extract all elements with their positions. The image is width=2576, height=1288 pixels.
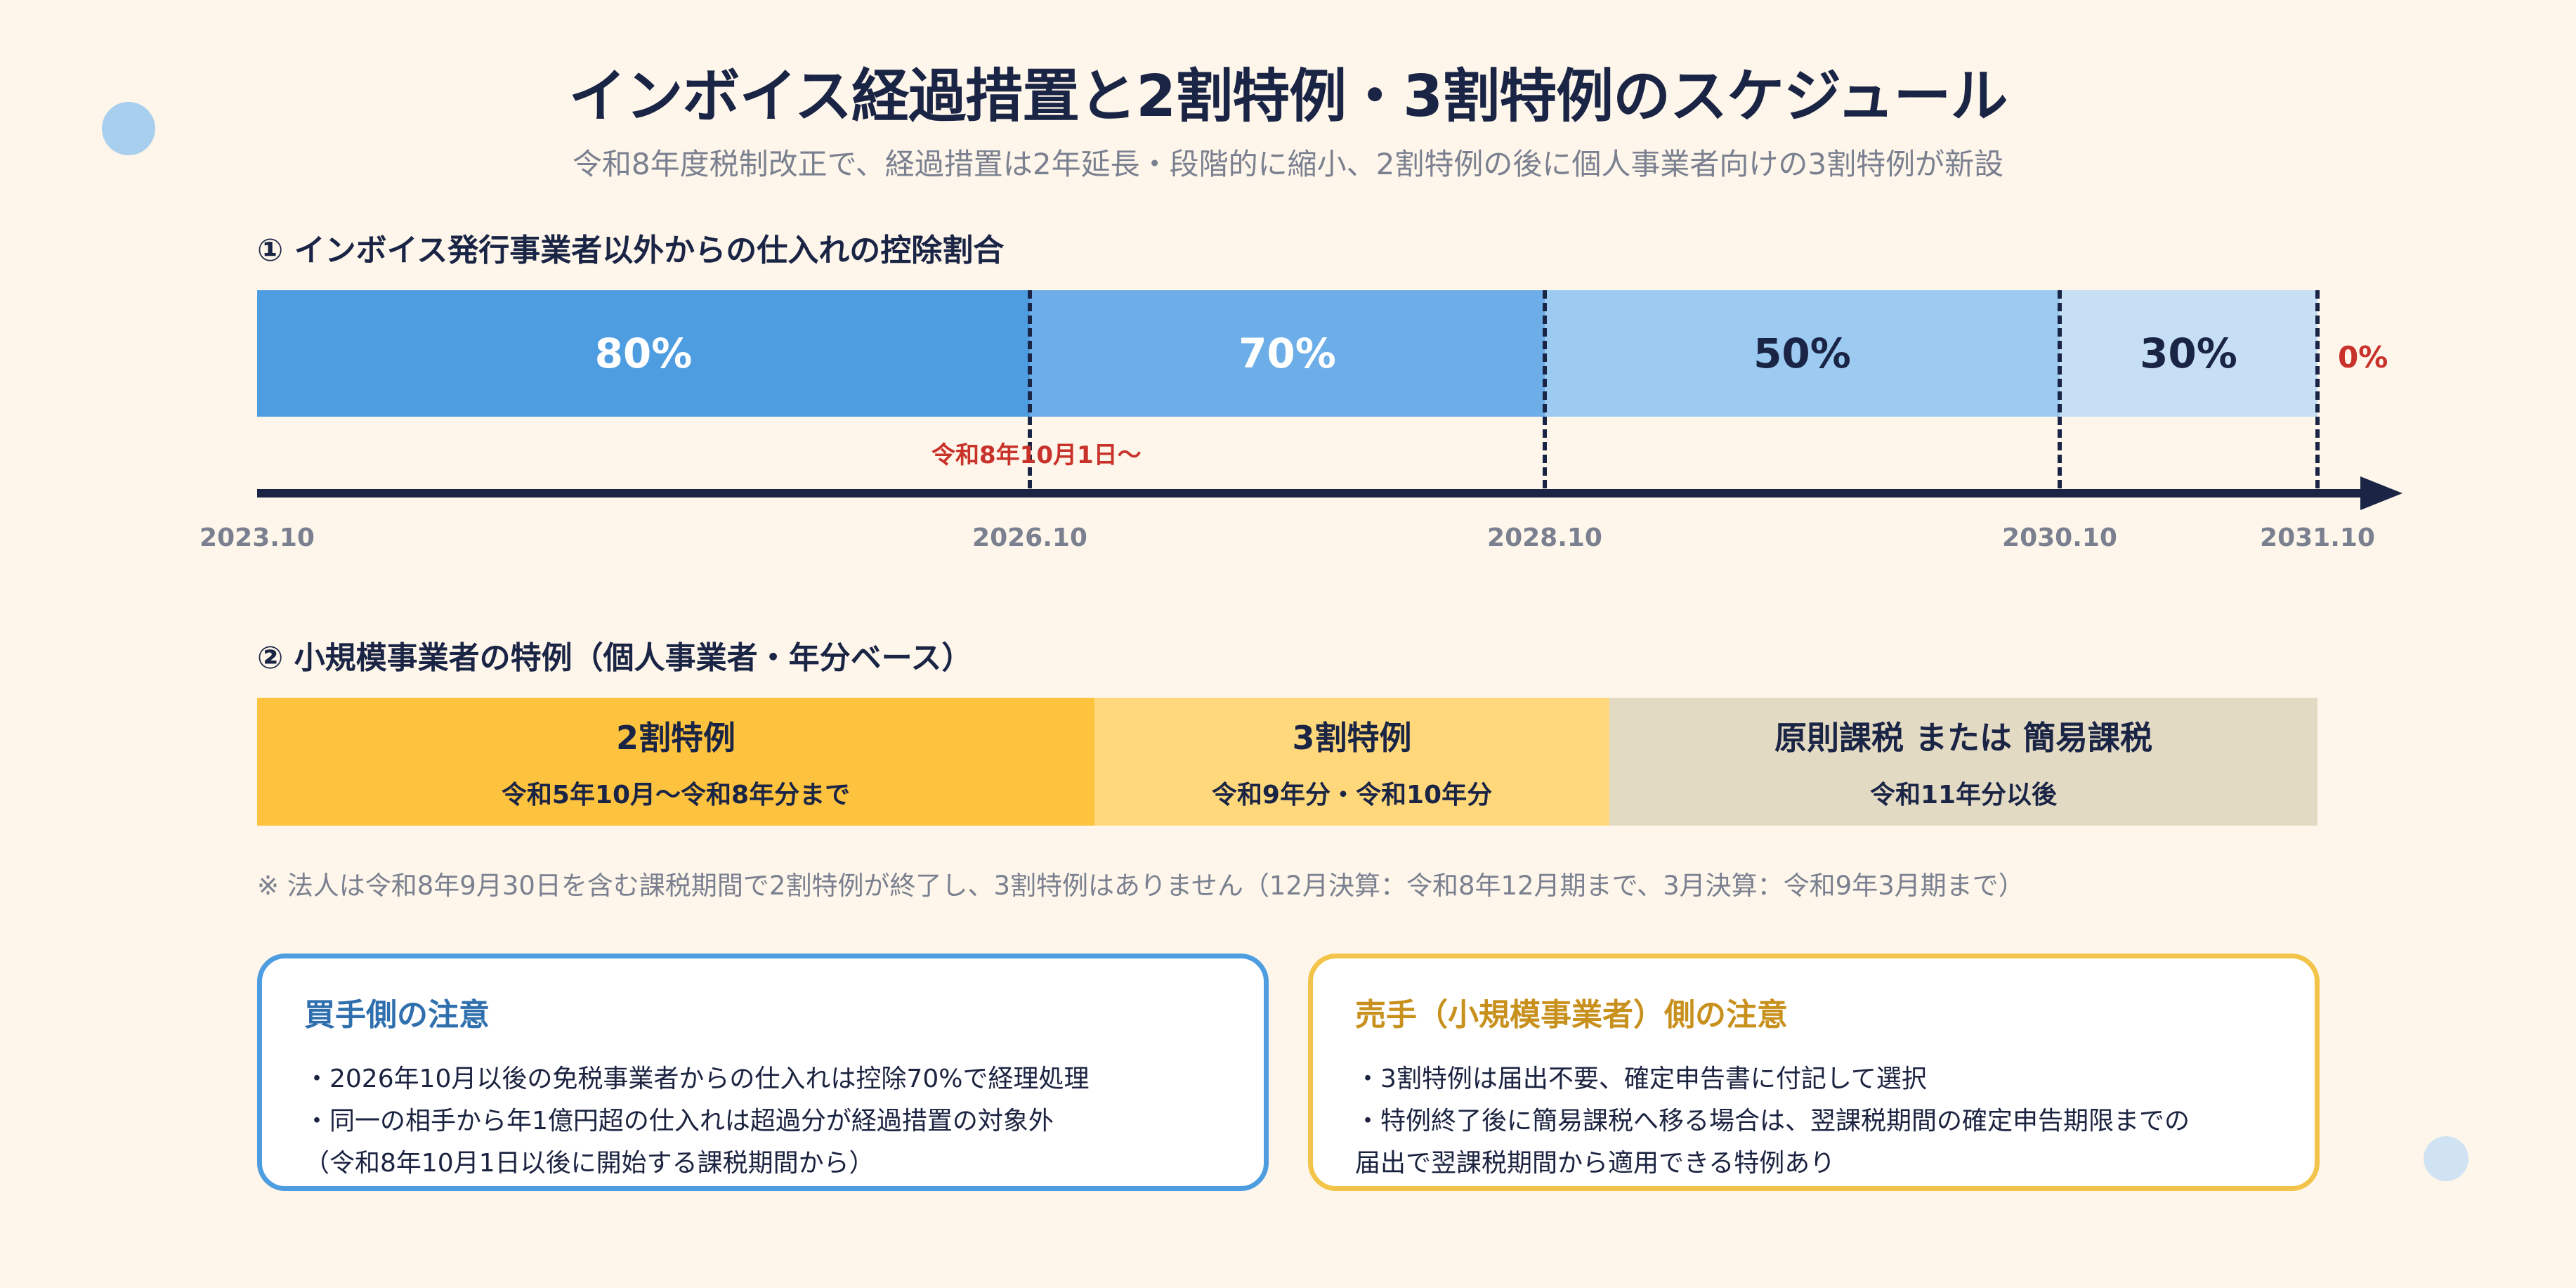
deduction-segment-70: 70% bbox=[1030, 290, 1545, 417]
seller-caution-line: 届出で翌課税期間から適用できる特例あり bbox=[1355, 1149, 1836, 1178]
page-title: インボイス経過措置と2割特例・3割特例のスケジュール bbox=[568, 63, 2008, 130]
page-subtitle: 令和8年度税制改正で、経過措置は2年延長・段階的に縮小、2割特例の後に個人事業者… bbox=[572, 147, 2004, 181]
milestone-line-2031 bbox=[2315, 290, 2320, 488]
milestone-label: 令和8年10月1日〜 bbox=[931, 441, 1142, 469]
deduction-segment-80: 80% bbox=[257, 290, 1030, 417]
timeline-date: 2030.10 bbox=[2002, 523, 2117, 552]
deduction-rate-label: 50% bbox=[1753, 330, 1851, 377]
buyer-caution-title: 買手側の注意 bbox=[304, 997, 490, 1033]
buyer-caution-line: ・2026年10月以後の免税事業者からの仕入れは控除70%で経理処理 bbox=[304, 1065, 1090, 1093]
timeline-date: 2023.10 bbox=[200, 523, 315, 552]
deduction-segment-30: 30% bbox=[2060, 290, 2317, 417]
seller-caution-line: ・3割特例は届出不要、確定申告書に付記して選択 bbox=[1355, 1065, 1927, 1093]
milestone-line-2028 bbox=[1543, 290, 1547, 488]
decorative-dot-bottom-right bbox=[2424, 1136, 2469, 1181]
buyer-caution-line: （令和8年10月1日以後に開始する課税期間から） bbox=[304, 1149, 875, 1178]
special-rule-standard: 原則課税 または 簡易課税 令和11年分以後 bbox=[1609, 698, 2317, 826]
section2-heading: ② 小規模事業者の特例（個人事業者・年分ベース） bbox=[257, 640, 973, 676]
deduction-rate-end-label: 0% bbox=[2338, 340, 2388, 375]
special-rule-period: 令和11年分以後 bbox=[1869, 781, 2058, 809]
timeline-axis bbox=[257, 489, 2362, 497]
corporate-note: ※ 法人は令和8年9月30日を含む課税期間で2割特例が終了し、3割特例はありませ… bbox=[257, 871, 2025, 901]
deduction-rate-label: 70% bbox=[1238, 330, 1336, 377]
special-rule-title: 3割特例 bbox=[1292, 719, 1412, 757]
seller-caution-line: ・特例終了後に簡易課税へ移る場合は、翌課税期間の確定申告期限までの bbox=[1355, 1107, 2190, 1136]
timeline-date: 2026.10 bbox=[972, 523, 1087, 552]
section1-heading: ① インボイス発行事業者以外からの仕入れの控除割合 bbox=[257, 233, 1005, 268]
special-rule-period: 令和5年10月〜令和8年分まで bbox=[501, 781, 851, 809]
special-rule-3wari: 3割特例 令和9年分・令和10年分 bbox=[1094, 698, 1609, 826]
special-rule-period: 令和9年分・令和10年分 bbox=[1211, 781, 1493, 809]
milestone-line-2030 bbox=[2058, 290, 2062, 488]
special-rule-title: 2割特例 bbox=[615, 719, 735, 757]
decorative-dot-top-left bbox=[102, 102, 155, 155]
milestone-line-2026 bbox=[1028, 290, 1032, 488]
deduction-rate-label: 80% bbox=[594, 330, 693, 377]
timeline-arrowhead-icon bbox=[2360, 476, 2402, 510]
special-rule-2wari: 2割特例 令和5年10月〜令和8年分まで bbox=[257, 698, 1094, 826]
seller-caution-card: 売手（小規模事業者）側の注意 ・3割特例は届出不要、確定申告書に付記して選択 ・… bbox=[1308, 954, 2320, 1191]
timeline-date: 2031.10 bbox=[2260, 523, 2375, 552]
deduction-segment-50: 50% bbox=[1545, 290, 2060, 417]
buyer-caution-card: 買手側の注意 ・2026年10月以後の免税事業者からの仕入れは控除70%で経理処… bbox=[257, 954, 1269, 1191]
timeline-date: 2028.10 bbox=[1487, 523, 1602, 552]
seller-caution-title: 売手（小規模事業者）側の注意 bbox=[1355, 997, 1788, 1033]
deduction-rate-label: 30% bbox=[2140, 330, 2237, 377]
special-rule-title: 原則課税 または 簡易課税 bbox=[1774, 719, 2153, 757]
buyer-caution-line: ・同一の相手から年1億円超の仕入れは超過分が経過措置の対象外 bbox=[304, 1107, 1054, 1136]
